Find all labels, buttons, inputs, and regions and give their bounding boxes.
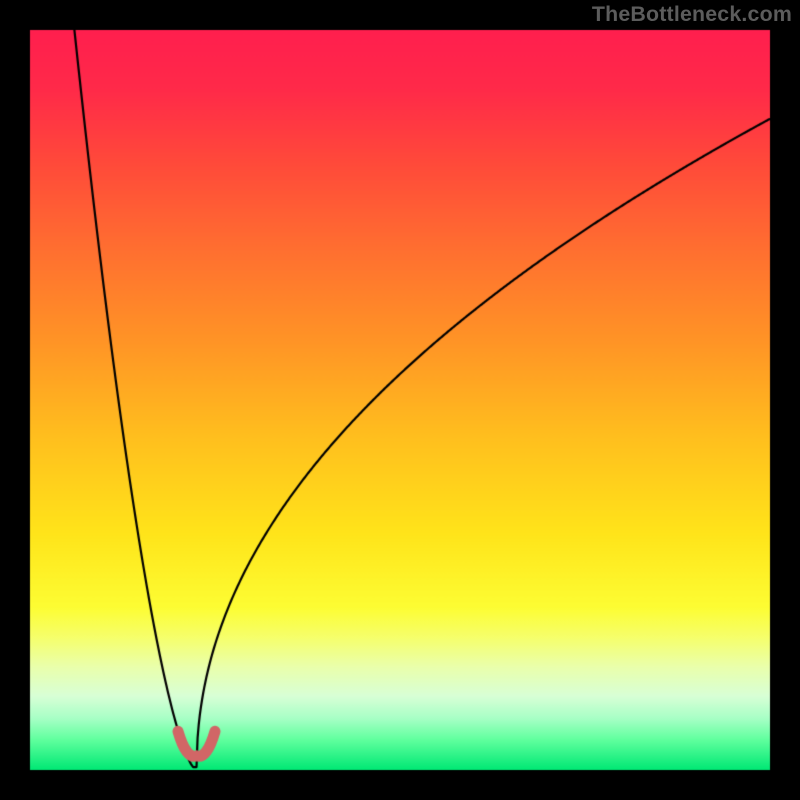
chart-stage: TheBottleneck.com [0, 0, 800, 800]
watermark-text: TheBottleneck.com [592, 2, 792, 27]
bottleneck-curve-chart [0, 0, 800, 800]
